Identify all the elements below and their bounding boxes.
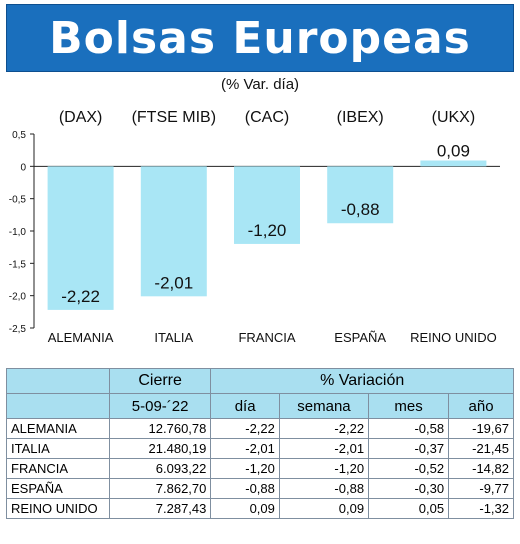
title-banner: Bolsas Europeas: [6, 4, 514, 72]
category-label: FRANCIA: [238, 330, 295, 345]
semana-cell: -2,22: [278, 418, 370, 439]
y-tick-label: -2,5: [9, 324, 27, 335]
cierre-cell: 6.093,22: [108, 458, 212, 479]
bar: [47, 166, 114, 310]
ano-cell: -1,32: [448, 498, 514, 519]
cierre-group-header: Cierre: [108, 368, 212, 394]
cierre-cell: 21.480,19: [108, 438, 212, 459]
value-label: 0,09: [437, 142, 470, 161]
mes-cell: -0,37: [368, 438, 450, 459]
table-row: ALEMANIA 12.760,78 -2,22 -2,22 -0,58 -19…: [6, 418, 514, 439]
variacion-group-header: % Variación: [210, 368, 514, 394]
y-tick-label: -1,0: [9, 227, 27, 238]
y-tick-label: -0,5: [9, 195, 27, 206]
date-header: 5-09-´22: [108, 393, 212, 419]
table-row: ITALIA 21.480,19 -2,01 -2,01 -0,37 -21,4…: [6, 438, 514, 459]
country-cell: ALEMANIA: [6, 418, 110, 439]
bar: [420, 160, 487, 167]
mes-cell: -0,58: [368, 418, 450, 439]
y-tick-label: 0,5: [12, 130, 26, 141]
dia-cell: -2,22: [210, 418, 280, 439]
value-label: -1,20: [248, 221, 287, 240]
semana-cell: 0,09: [278, 498, 370, 519]
table-corner-cell: [6, 393, 110, 419]
chart-subtitle: (% Var. día): [220, 76, 300, 93]
cierre-cell: 7.862,70: [108, 478, 212, 499]
bar: [234, 166, 300, 244]
mes-cell: -0,52: [368, 458, 450, 479]
category-label: REINO UNIDO: [410, 330, 497, 345]
dia-cell: -1,20: [210, 458, 280, 479]
index-label: (DAX): [59, 109, 103, 126]
bar: [140, 166, 207, 297]
y-tick-label: 0: [20, 162, 26, 173]
col-header-ano: año: [448, 393, 514, 419]
value-label: -0,88: [341, 200, 380, 219]
index-label: (FTSE MIB): [132, 109, 216, 126]
index-label: (UKX): [432, 109, 476, 126]
y-tick-label: -1,5: [9, 259, 27, 270]
col-header-dia: día: [210, 393, 280, 419]
table-column-header-row: 5-09-´22 día semana mes año: [6, 393, 514, 419]
category-label: ESPAÑA: [334, 330, 386, 345]
col-header-semana: semana: [278, 393, 370, 419]
ano-cell: -21,45: [448, 438, 514, 459]
table-row: FRANCIA 6.093,22 -1,20 -1,20 -0,52 -14,8…: [6, 458, 514, 479]
category-label: ALEMANIA: [48, 330, 114, 345]
semana-cell: -1,20: [278, 458, 370, 479]
col-header-mes: mes: [368, 393, 450, 419]
bar-chart: 0,5 0 -0,5 -1,0 -1,5 -2,0 -2,5 (DAX) -2,22 ALEMAN…: [9, 109, 500, 345]
mes-cell: 0,05: [368, 498, 450, 519]
semana-cell: -0,88: [278, 478, 370, 499]
ano-cell: -14,82: [448, 458, 514, 479]
index-label: (IBEX): [337, 109, 384, 126]
table-row: REINO UNIDO 7.287,43 0,09 0,09 0,05 -1,3…: [6, 498, 514, 519]
country-cell: FRANCIA: [6, 458, 110, 479]
page-title: Bolsas Europeas: [49, 12, 471, 64]
category-label: ITALIA: [154, 330, 193, 345]
stock-table: Cierre % Variación 5-09-´22 día semana m…: [6, 368, 514, 519]
ano-cell: -19,67: [448, 418, 514, 439]
semana-cell: -2,01: [278, 438, 370, 459]
cierre-cell: 12.760,78: [108, 418, 212, 439]
table-group-header-row: Cierre % Variación: [6, 368, 514, 394]
index-label: (CAC): [245, 109, 289, 126]
country-cell: REINO UNIDO: [6, 498, 110, 519]
country-cell: ESPAÑA: [6, 478, 110, 499]
value-label: -2,01: [154, 273, 193, 292]
mes-cell: -0,30: [368, 478, 450, 499]
country-cell: ITALIA: [6, 438, 110, 459]
dia-cell: -2,01: [210, 438, 280, 459]
dia-cell: -0,88: [210, 478, 280, 499]
cierre-cell: 7.287,43: [108, 498, 212, 519]
ano-cell: -9,77: [448, 478, 514, 499]
table-row: ESPAÑA 7.862,70 -0,88 -0,88 -0,30 -9,77: [6, 478, 514, 499]
y-tick-label: -2,0: [9, 292, 27, 303]
dia-cell: 0,09: [210, 498, 280, 519]
bar: [327, 166, 394, 224]
value-label: -2,22: [61, 287, 100, 306]
table-corner-cell: [6, 368, 110, 394]
